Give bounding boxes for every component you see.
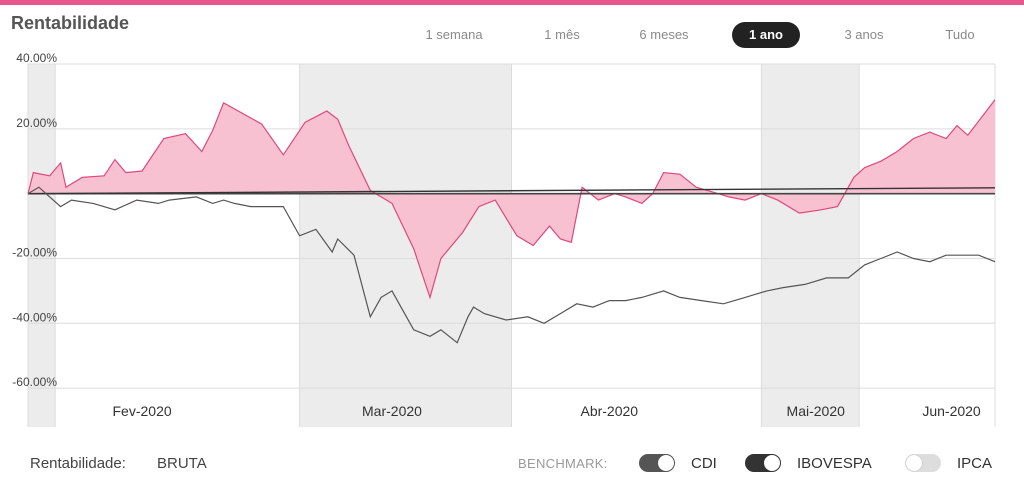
fund-line bbox=[27, 99, 996, 300]
month-band bbox=[761, 64, 860, 427]
ipca-toggle-label: IPCA bbox=[957, 455, 993, 472]
period-1-semana[interactable]: 1 semana bbox=[425, 27, 483, 42]
period-1-mes[interactable]: 1 mês bbox=[544, 27, 580, 42]
toggle-knob bbox=[906, 455, 922, 471]
x-tick-label: Jun-2020 bbox=[922, 403, 981, 419]
grid-lines bbox=[27, 63, 996, 427]
period-selector: 1 semana 1 mês 6 meses 1 ano 3 anos Tudo bbox=[400, 22, 1012, 48]
period-6-meses[interactable]: 6 meses bbox=[639, 27, 689, 42]
y-tick-label: -40.00% bbox=[12, 310, 57, 324]
top-accent-border bbox=[0, 0, 1024, 5]
y-tick-label: -20.00% bbox=[12, 245, 57, 259]
toggle-knob bbox=[658, 455, 674, 471]
month-band bbox=[28, 64, 56, 427]
period-1-ano[interactable]: 1 ano bbox=[732, 22, 800, 48]
cdi-toggle-label: CDI bbox=[691, 455, 717, 472]
period-tudo[interactable]: Tudo bbox=[945, 27, 975, 42]
performance-chart: 40.00% 20.00% -20.00% -40.00% -60.00% Fev-20… bbox=[12, 51, 996, 427]
y-tick-label: -60.00% bbox=[12, 375, 57, 389]
cdi-line bbox=[27, 187, 996, 195]
x-tick-label: Abr-2020 bbox=[580, 403, 638, 419]
ibovespa-line bbox=[27, 186, 996, 344]
x-tick-label: Fev-2020 bbox=[113, 403, 172, 419]
x-tick-label: Mar-2020 bbox=[362, 403, 422, 419]
y-tick-label: 40.00% bbox=[16, 51, 57, 65]
rentabilidade-label: Rentabilidade: bbox=[30, 455, 126, 472]
benchmark-label: BENCHMARK: bbox=[518, 456, 608, 471]
page-title: Rentabilidade bbox=[11, 13, 130, 33]
x-axis-labels: Fev-2020 Mar-2020 Abr-2020 Mai-2020 Jun-2020 bbox=[113, 403, 981, 419]
chart-series bbox=[27, 99, 996, 344]
rentabilidade-value: BRUTA bbox=[157, 455, 207, 472]
period-3-anos[interactable]: 3 anos bbox=[844, 27, 884, 42]
fund-area bbox=[28, 99, 995, 298]
ipca-toggle[interactable] bbox=[905, 454, 941, 472]
ibovespa-toggle-label: IBOVESPA bbox=[797, 455, 872, 472]
x-tick-label: Mai-2020 bbox=[787, 403, 846, 419]
ibovespa-toggle[interactable] bbox=[745, 454, 781, 472]
y-tick-label: 20.00% bbox=[16, 116, 57, 130]
y-axis-ticks: 40.00% 20.00% -20.00% -40.00% -60.00% bbox=[12, 51, 57, 389]
toggle-knob bbox=[764, 455, 780, 471]
cdi-toggle[interactable] bbox=[639, 454, 675, 472]
